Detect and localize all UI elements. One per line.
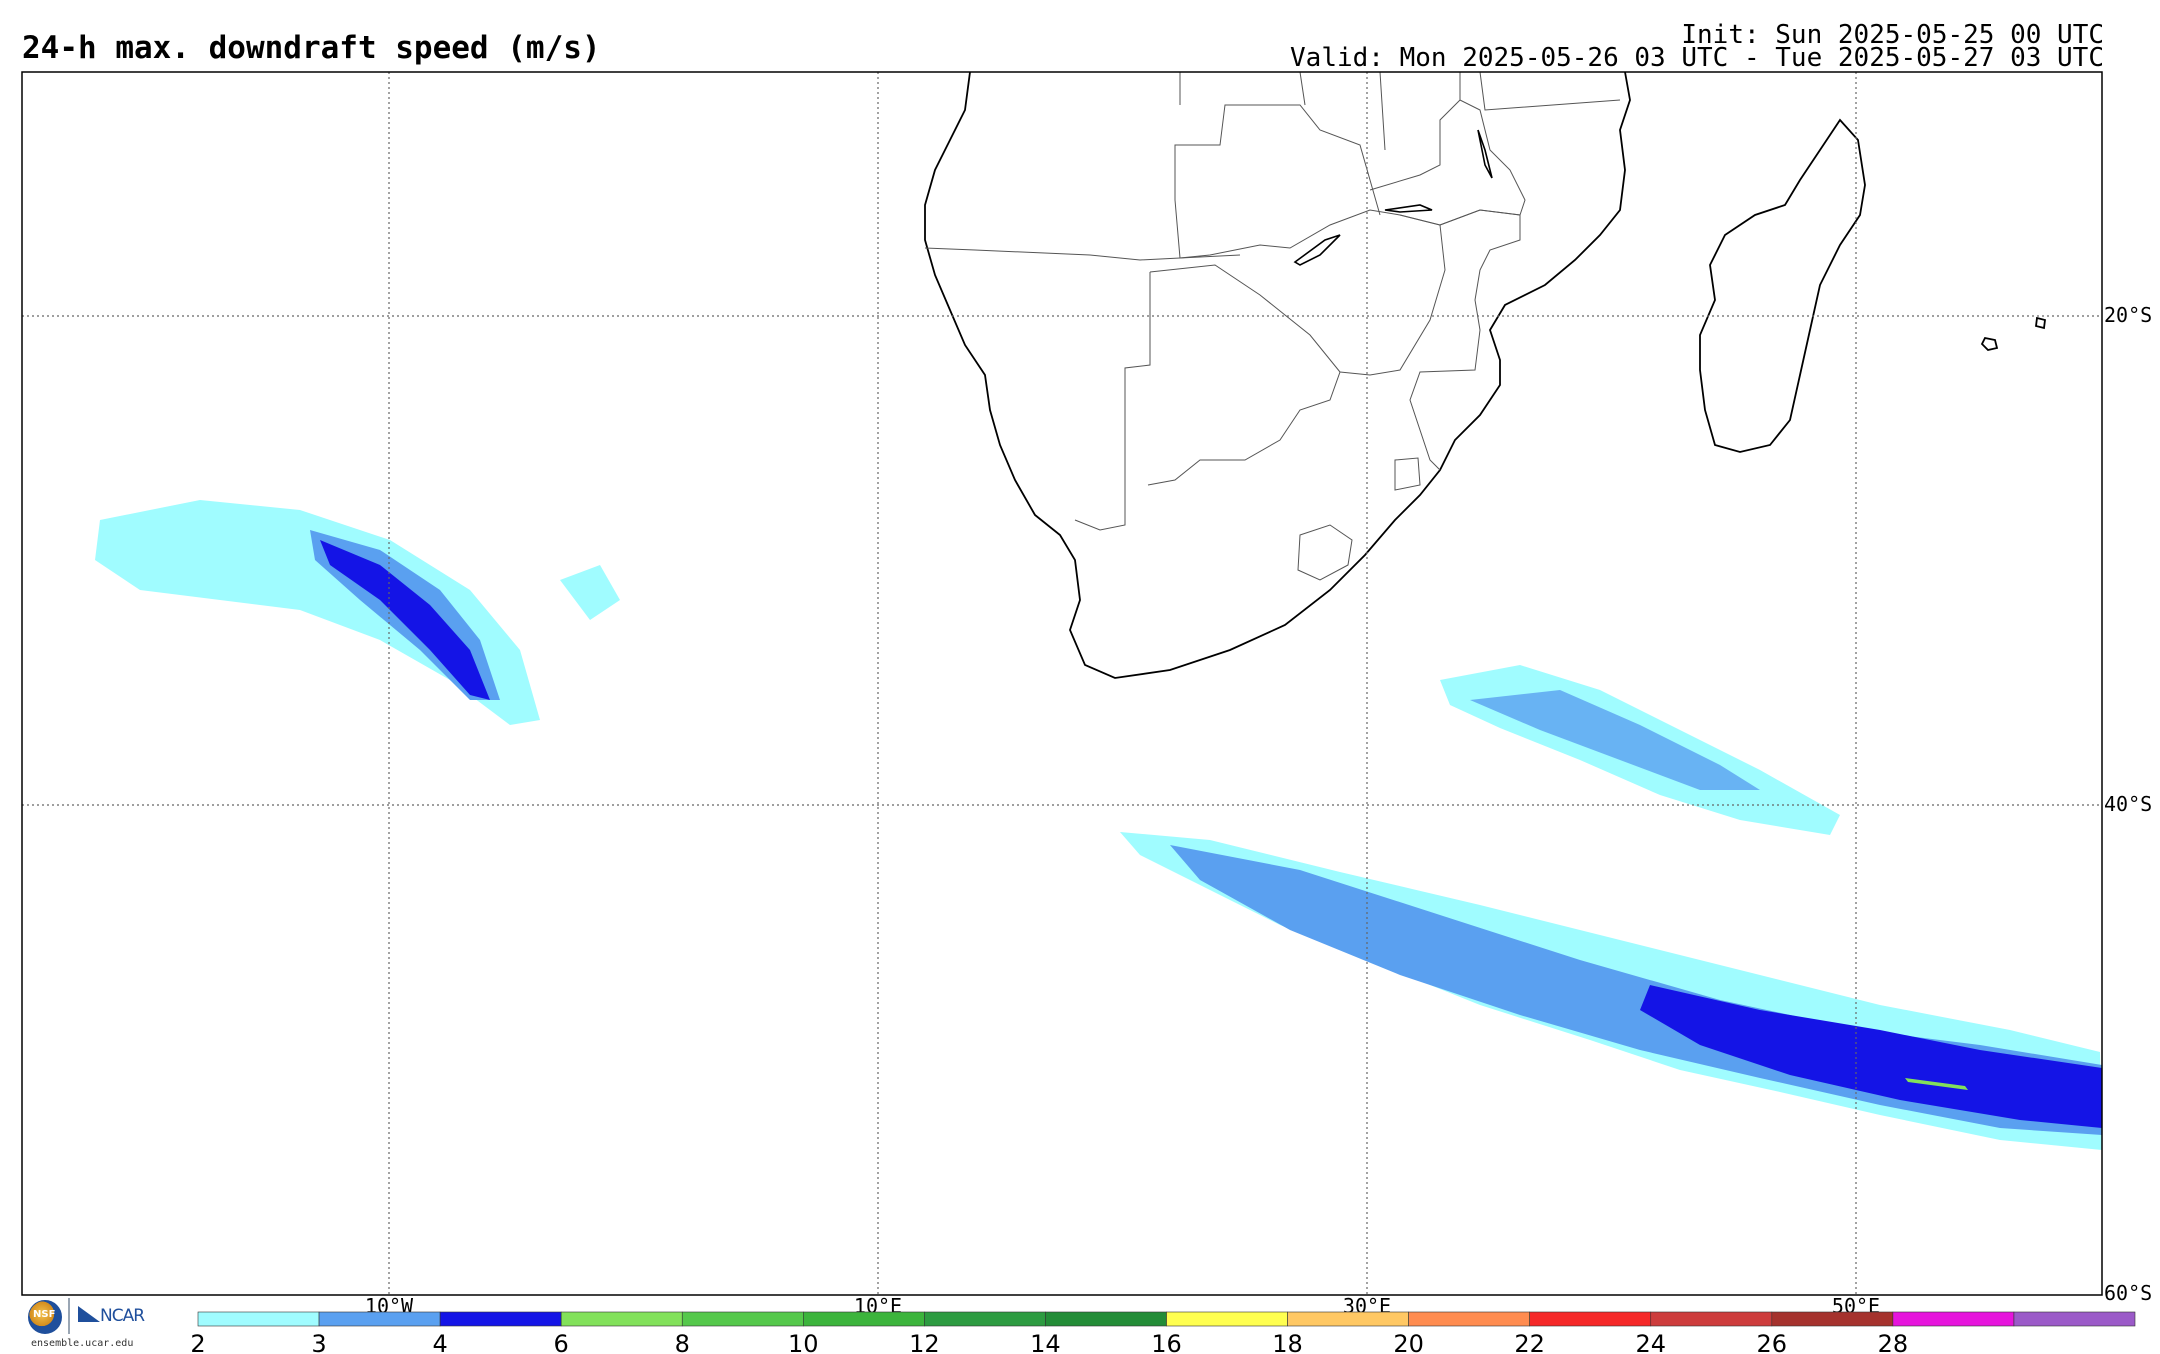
site-url: ensemble.ucar.edu <box>31 1338 134 1349</box>
colorbar-tick-label: 18 <box>1272 1330 1303 1354</box>
init-time: Init: Sun 2025-05-25 00 UTC <box>1681 20 2104 50</box>
nsf-logo-icon <box>28 1300 62 1334</box>
swath-southeast-dark <box>1640 985 2102 1128</box>
border-swaziland <box>1394 457 1421 491</box>
colorbar-tick-label: 26 <box>1757 1330 1788 1354</box>
colorbar-tick-label: 14 <box>1030 1330 1061 1354</box>
colorbar-swatch <box>197 1311 320 1327</box>
swath-west-flank <box>560 565 620 620</box>
swath-east-mid <box>1470 690 1760 790</box>
map-frame <box>21 71 2103 1296</box>
colorbar-swatch <box>1892 1311 2015 1327</box>
colorbar-tick-label: 6 <box>554 1330 569 1354</box>
logo-divider <box>68 1298 70 1334</box>
colorbar-swatch <box>924 1311 1046 1327</box>
country-borders <box>924 71 1621 581</box>
colorbar-tick-label: 4 <box>432 1330 447 1354</box>
swath-west-light <box>95 500 540 725</box>
colorbar-swatch <box>1045 1311 1167 1327</box>
border-malawi-tanzania <box>1369 99 1526 226</box>
colorbar-tick-label: 2 <box>190 1330 205 1354</box>
border-namibia-east <box>1074 272 1151 531</box>
colorbar-tick-label: 16 <box>1151 1330 1182 1354</box>
cahora-bassa <box>1384 204 1433 213</box>
colorbar-swatch <box>803 1311 925 1327</box>
colorbar-tick-label: 8 <box>675 1330 690 1354</box>
colorbar-swatch <box>1408 1311 1530 1327</box>
colorbar-swatch <box>1771 1311 1894 1327</box>
colorbar-tick-label: 28 <box>1878 1330 1909 1354</box>
colorbar-swatch <box>318 1311 441 1327</box>
lat-label-20s: 20°S <box>2104 303 2152 327</box>
gridlines <box>22 72 2102 1295</box>
colorbar-tick-label: 12 <box>909 1330 940 1354</box>
colorbar-tick-label: 24 <box>1635 1330 1666 1354</box>
colorbar-swatch <box>681 1311 804 1327</box>
lat-label-40s: 40°S <box>2104 792 2152 816</box>
border-botswana <box>1147 264 1341 486</box>
colorbar-swatch <box>560 1311 683 1327</box>
ncar-logo-text: NCAR <box>100 1306 145 1326</box>
colorbar-tick-label: 10 <box>788 1330 819 1354</box>
border-congo-north <box>1179 71 1621 151</box>
coastlines <box>924 71 2046 679</box>
lat-label-60s: 60°S <box>2104 1281 2152 1305</box>
colorbar-swatch <box>1166 1311 1288 1327</box>
madagascar-coastline <box>1699 118 1866 453</box>
border-angola-zambia <box>1174 104 1381 259</box>
colorbar-tick-label: 20 <box>1393 1330 1424 1354</box>
colorbar-swatch <box>439 1311 562 1327</box>
map-title: 24-h max. downdraft speed (m/s) <box>22 30 601 66</box>
colorbar: 2 3 4 6 8 10 12 14 16 18 20 22 24 26 28 <box>190 1311 2136 1354</box>
border-zambia-zimbabwe <box>1179 209 1446 376</box>
colorbar-swatch <box>1529 1311 1652 1327</box>
axis-labels: 20°S 40°S 60°S 10°W 10°E 30°E 50°E <box>365 303 2152 1318</box>
ncar-logo-icon <box>78 1306 100 1322</box>
reunion-island <box>2035 316 2046 330</box>
colorbar-swatch <box>1287 1311 1409 1327</box>
logos: NSF NCAR ensemble.ucar.edu <box>22 1296 172 1352</box>
colorbar-swatch <box>2013 1311 2136 1327</box>
colorbar-tick-label: 3 <box>311 1330 326 1354</box>
border-lesotho <box>1297 524 1353 581</box>
colorbar-swatch <box>1650 1311 1773 1327</box>
swath-southeast-green <box>1905 1078 1968 1090</box>
nsf-logo-text: NSF <box>33 1309 56 1320</box>
mauritius-island <box>1980 336 1999 351</box>
valid-time: Valid: Mon 2025-05-26 03 UTC - Tue 2025-… <box>1290 43 2104 73</box>
colorbar-tick-label: 22 <box>1514 1330 1545 1354</box>
swath-west-dark <box>320 540 490 700</box>
border-namibia-north <box>924 247 1241 261</box>
downdraft-field <box>95 500 2102 1150</box>
lakes <box>1293 129 1493 266</box>
lake-malawi <box>1477 129 1493 179</box>
africa-coastline <box>924 71 1631 679</box>
lake-kariba <box>1293 234 1341 266</box>
